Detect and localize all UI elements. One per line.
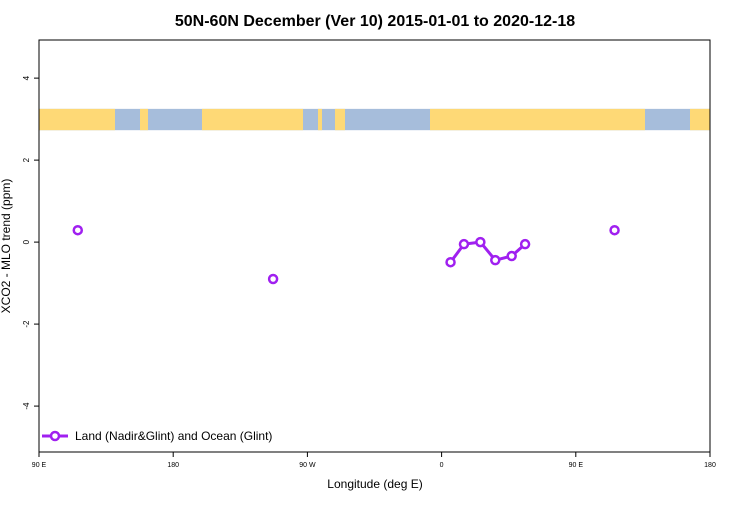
legend: Land (Nadir&Glint) and Ocean (Glint) [42,429,272,443]
data-point [519,238,531,250]
x-axis-label: Longitude (deg E) [327,477,422,491]
x-tick-label: 180 [704,462,716,469]
legend-label: Land (Nadir&Glint) and Ocean (Glint) [75,429,272,443]
y-tick-label: -4 [22,402,31,410]
y-tick-label: -2 [22,320,31,328]
data-point [609,224,620,236]
y-tick-label: 0 [22,239,31,244]
plot-frame [38,39,711,453]
land-region [202,108,250,131]
land-region [690,108,710,131]
map-band [39,108,710,131]
land-region [250,108,303,131]
x-tick-label: 90 E [569,462,584,469]
data-point [267,273,279,285]
land-region [430,108,645,131]
data-point [445,256,456,268]
chart-title: 50N-60N December (Ver 10) 2015-01-01 to … [175,13,575,30]
x-tick-label: 0 [440,462,444,469]
land-region [335,108,345,131]
y-axis-label: XCO2 - MLO trend (ppm) [0,179,13,314]
data-point [72,224,84,236]
data-point [458,238,470,250]
land-region [39,108,115,131]
legend-marker [49,430,61,442]
x-tick-label: 90 W [299,462,316,469]
land-region [140,108,148,131]
y-tick-label: 2 [22,157,31,162]
land-region [318,108,322,131]
data-point [475,236,486,248]
x-tick-label: 180 [167,462,179,469]
data-point [506,250,517,262]
y-tick-label: 4 [22,75,31,80]
data-point [490,254,501,266]
x-tick-label: 90 E [32,462,47,469]
